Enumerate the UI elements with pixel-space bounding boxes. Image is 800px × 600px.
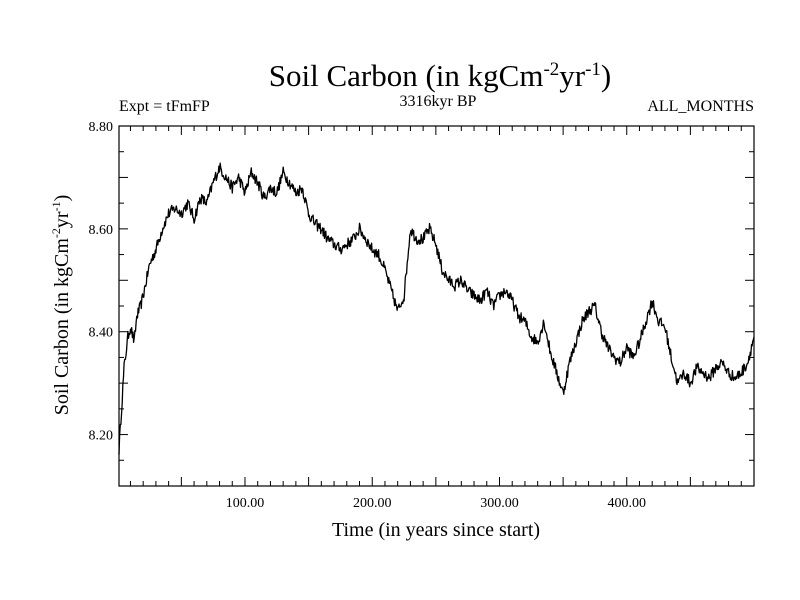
x-axis-label: Time (in years since start) bbox=[332, 519, 540, 541]
y-tick-label: 8.80 bbox=[89, 120, 114, 135]
x-tick-label: 400.00 bbox=[607, 496, 646, 511]
expt-label: Expt = tFmFP bbox=[119, 98, 210, 115]
period-label: ALL_MONTHS bbox=[647, 98, 754, 115]
y-axis-label: Soil Carbon (in kgCm-2yr-1) bbox=[49, 195, 73, 416]
x-tick-label: 100.00 bbox=[226, 496, 265, 511]
data-series-line bbox=[118, 162, 755, 455]
x-tick-label: 200.00 bbox=[353, 496, 392, 511]
plot-frame bbox=[118, 125, 755, 487]
subtitle: 3316kyr BP bbox=[400, 93, 477, 110]
y-tick-label: 8.20 bbox=[89, 429, 114, 444]
tick-labels: 100.00 200.00 300.00 400.00 8.20 8.40 8.60 8.80 bbox=[89, 120, 646, 511]
y-tick-label: 8.60 bbox=[89, 223, 114, 238]
axis-ticks bbox=[119, 126, 754, 486]
x-tick-label: 300.00 bbox=[480, 496, 519, 511]
y-tick-label: 8.40 bbox=[89, 326, 114, 341]
chart-title: Soil Carbon (in kgCm-2yr-1) bbox=[269, 58, 612, 93]
